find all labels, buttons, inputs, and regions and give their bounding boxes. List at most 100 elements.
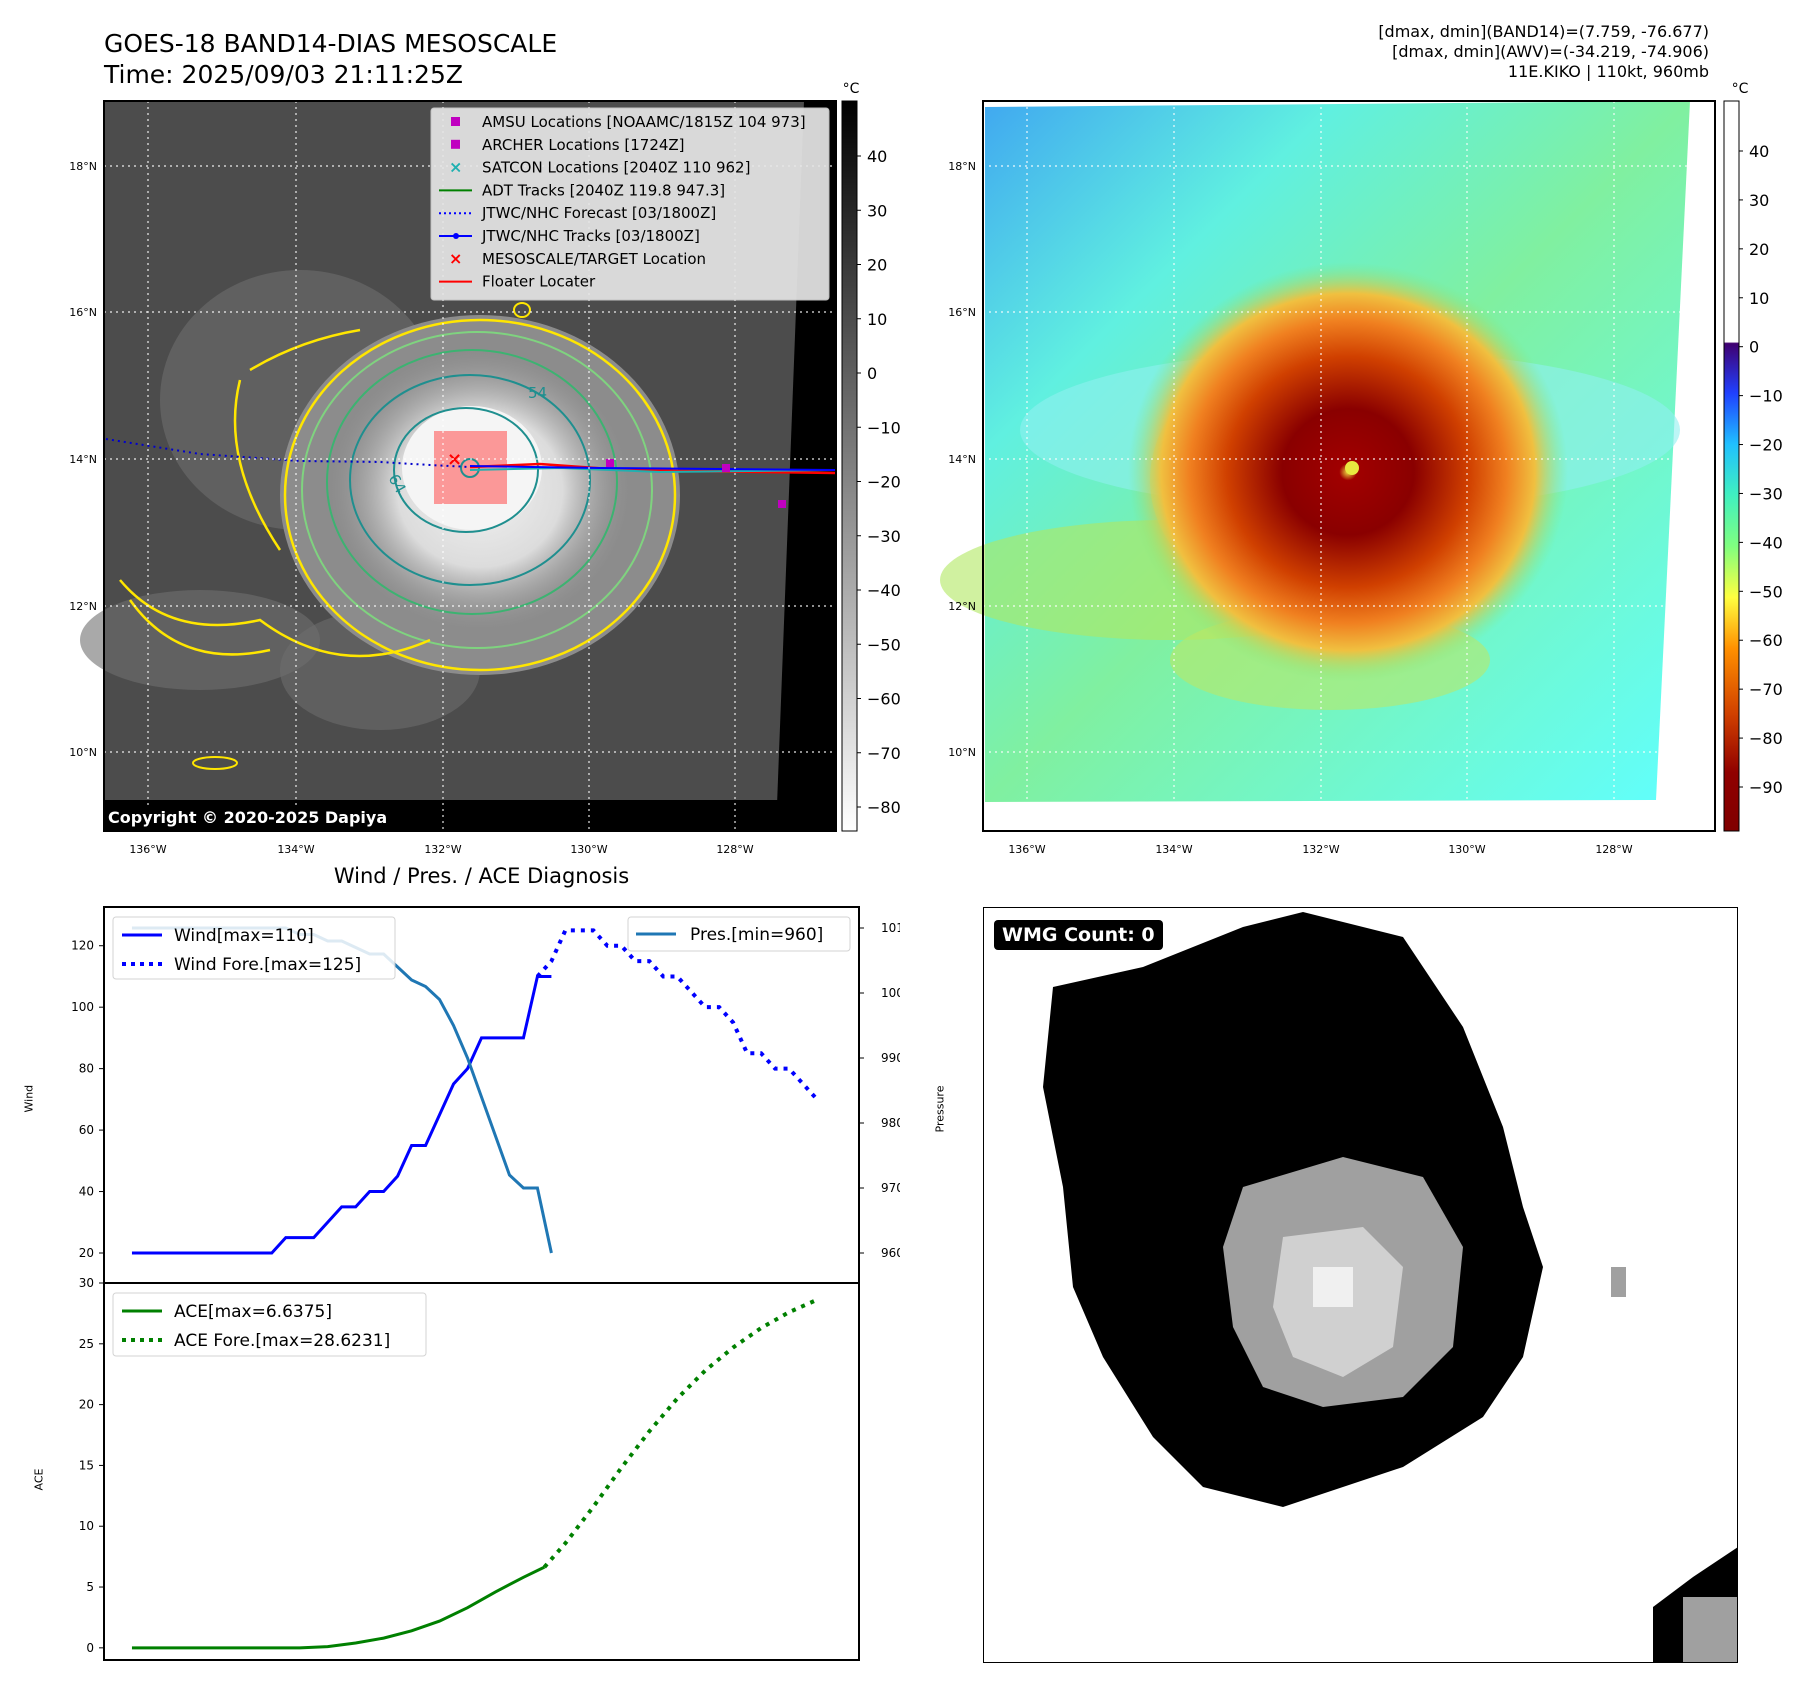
legend-marker-square [451, 117, 460, 126]
ir-lon-label: 132°W [424, 843, 461, 856]
awv-lon-label: 128°W [1595, 843, 1632, 856]
ir-legend-row: ADT Tracks [2040Z 119.8 947.3] [439, 181, 725, 199]
awv-lon-label: 132°W [1302, 843, 1339, 856]
ir-legend-row: Floater Locater [439, 273, 596, 291]
colorbar-tick-label: −10 [1749, 387, 1783, 406]
colorbar-tick-label: −30 [1749, 484, 1783, 503]
ir-lon-label: 128°W [716, 843, 753, 856]
pressure-tick-label: 990 [881, 1051, 900, 1065]
wind-tick-label: 80 [79, 1062, 94, 1076]
ir-lat-labels: 18°N 16°N 14°N 12°N 10°N [69, 160, 97, 759]
legend-ace: ACE[max=6.6375] [174, 1302, 332, 1322]
legend-marker-square [451, 139, 460, 149]
wmg-count-label: WMG Count: 0 [994, 920, 1163, 950]
ir-legend-label: Floater Locater [482, 273, 596, 291]
ir-colorbar-unit: °C [843, 81, 860, 97]
wind-tick-label: 20 [79, 1246, 94, 1260]
ir-legend-label: MESOSCALE/TARGET Location [482, 250, 706, 268]
colorbar-tick-label: 40 [867, 147, 887, 166]
awv-lat-label: 12°N [948, 600, 976, 613]
ir-lat-label: 14°N [69, 453, 97, 466]
pressure-tick-label: 960 [881, 1246, 900, 1260]
colorbar-tick-label: −20 [1749, 436, 1783, 455]
ace-tick-label: 30 [79, 1276, 94, 1290]
ir-colorbar-ticks: 40 30 20 10 0 −10 −20 −30 −40 −50 −60 −70 −80 [857, 147, 900, 817]
colorbar-tick-label: −10 [867, 418, 900, 437]
colorbar-tick-label: 20 [867, 256, 887, 275]
colorbar-tick-label: −60 [1749, 631, 1783, 650]
legend-wind-fore: Wind Fore.[max=125] [174, 955, 361, 975]
ace-axis-label: ACE [32, 1468, 46, 1491]
awv-colorbar [1723, 100, 1740, 832]
ace-tick-label: 10 [79, 1519, 94, 1533]
ace-legend: ACE[max=6.6375] ACE Fore.[max=28.6231] [112, 1292, 427, 1357]
ir-lon-label: 136°W [129, 843, 166, 856]
wind-axis-label: Wind [22, 1084, 36, 1113]
awv-lon-label: 130°W [1448, 843, 1485, 856]
ir-colorbar [841, 100, 858, 832]
ir-legend-row: × SATCON Locations [2040Z 110 962] [449, 158, 750, 177]
ir-legend-row: ARCHER Locations [1724Z] [451, 136, 685, 154]
colorbar-tick-label: 40 [1749, 142, 1769, 161]
ace-tick-label: 15 [79, 1458, 94, 1472]
colorbar-tick-label: −60 [867, 690, 900, 709]
title-line-2: Time: 2025/09/03 21:11:25Z [104, 60, 463, 89]
ir-lon-labels: 136°W 134°W 132°W 130°W 128°W [129, 843, 753, 856]
awv-colorbar-unit: °C [1732, 81, 1749, 97]
ir-map-panel: 54 64 × 18°N 16°N 14°N 12°N 10°N 136°W 1… [69, 81, 900, 856]
awv-colorbar-ticks: 40 30 20 10 0 −10 −20 −30 −40 −50 −60 −70 −80 −90 [1739, 142, 1783, 797]
colorbar-tick-label: −40 [867, 581, 900, 600]
wind-tick-label: 40 [79, 1185, 94, 1199]
series-line [542, 1297, 818, 1569]
chart-title: GOES-18 BAND14-DIAS MESOSCALE Time: 2025… [104, 28, 557, 90]
awv-lat-label: 14°N [948, 453, 976, 466]
awv-map-panel: 18°N 16°N 14°N 12°N 10°N 136°W 134°W 132… [940, 81, 1783, 856]
colorbar-tick-label: 0 [1749, 338, 1759, 357]
wind-tick-label: 100 [71, 1000, 94, 1014]
legend-marker-x: × [449, 158, 462, 177]
legend-marker-x: × [449, 249, 462, 268]
ir-legend-label: SATCON Locations [2040Z 110 962] [482, 159, 750, 177]
colorbar-tick-label: −70 [1749, 680, 1783, 699]
wmg-panel [983, 907, 1738, 1663]
storm-info: [dmax, dmin](BAND14)=(7.759, -76.677) [d… [1378, 22, 1709, 82]
wind-legend: Wind[max=110] Wind Fore.[max=125] [112, 916, 396, 980]
ir-legend-row: JTWC/NHC Tracks [03/1800Z] [439, 227, 700, 245]
awv-lon-label: 136°W [1008, 843, 1045, 856]
contour-label-54: 54 [528, 384, 547, 402]
ir-lon-label: 134°W [277, 843, 314, 856]
awv-lat-label: 16°N [948, 306, 976, 319]
ace-tick-label: 25 [79, 1337, 94, 1351]
pressure-legend: Pres.[min=960] [627, 916, 851, 952]
ir-legend-label: ADT Tracks [2040Z 119.8 947.3] [482, 181, 725, 199]
info-line-1: [dmax, dmin](BAND14)=(7.759, -76.677) [1378, 22, 1709, 41]
info-line-2: [dmax, dmin](AWV)=(-34.219, -74.906) [1392, 42, 1709, 61]
title-line-1: GOES-18 BAND14-DIAS MESOSCALE [104, 29, 558, 58]
awv-gridlines [983, 101, 1715, 831]
ir-legend-label: AMSU Locations [NOAAMC/1815Z 104 973] [482, 113, 806, 131]
ir-legend-row: JTWC/NHC Forecast [03/1800Z] [439, 204, 716, 222]
floater-track [469, 462, 837, 475]
awv-lat-label: 10°N [948, 746, 976, 759]
colorbar-tick-label: −90 [1749, 778, 1783, 797]
ir-legend-label: JTWC/NHC Tracks [03/1800Z] [481, 227, 700, 245]
ace-tick-label: 0 [86, 1641, 94, 1655]
colorbar-tick-label: 10 [1749, 289, 1769, 308]
ir-legend-row: AMSU Locations [NOAAMC/1815Z 104 973] [451, 113, 806, 131]
ir-lat-label: 16°N [69, 306, 97, 319]
colorbar-tick-label: −80 [1749, 729, 1783, 748]
ir-legend-row: × MESOSCALE/TARGET Location [449, 249, 706, 268]
colorbar-tick-label: 0 [867, 364, 877, 383]
pressure-tick-label: 980 [881, 1116, 900, 1130]
ir-lat-label: 18°N [69, 160, 97, 173]
series-line [535, 928, 819, 1101]
colorbar-tick-label: 20 [1749, 240, 1769, 259]
ir-lon-label: 130°W [570, 843, 607, 856]
awv-lon-label: 134°W [1155, 843, 1192, 856]
legend-pres: Pres.[min=960] [690, 925, 823, 945]
legend-ace-fore: ACE Fore.[max=28.6231] [174, 1331, 390, 1351]
contour-yellow [283, 318, 677, 672]
ir-lat-label: 12°N [69, 600, 97, 613]
